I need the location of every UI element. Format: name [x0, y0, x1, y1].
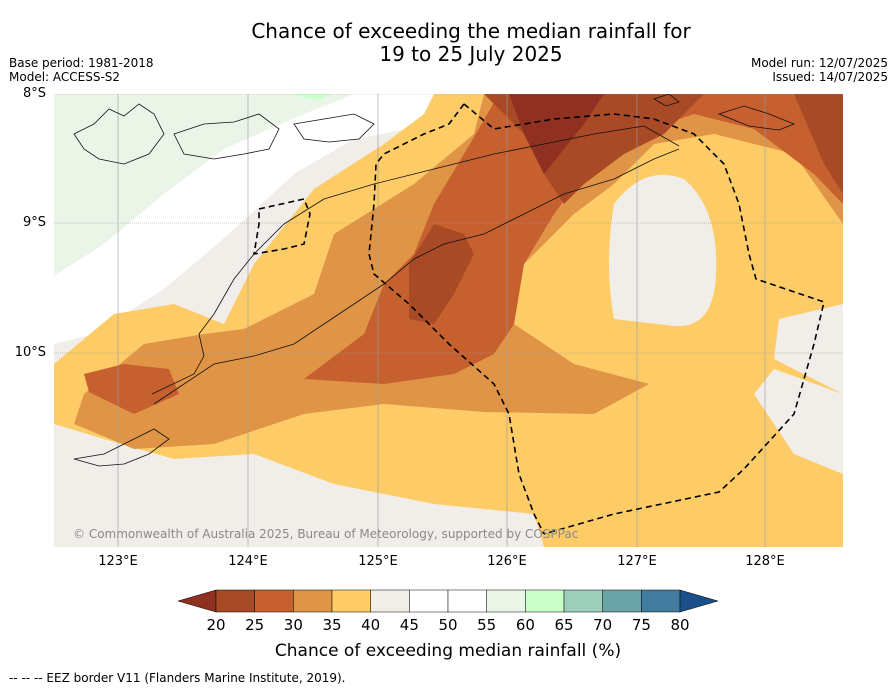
colorbar-tick-label: 70: [593, 616, 613, 634]
model-run: Model run: 12/07/2025: [750, 56, 888, 70]
eez-legend: -- -- -- EEZ border V11 (Flanders Marine…: [9, 671, 346, 685]
lon-label-124e: 124°E: [228, 554, 268, 569]
colorbar-segment: [215, 589, 255, 613]
zone-40-45-east: [609, 174, 717, 327]
issued-date: Issued: 14/07/2025: [772, 70, 888, 84]
coastlines: [73, 94, 796, 467]
zone-20-25-northeast: [794, 94, 843, 194]
colorbar-segment: [370, 589, 410, 613]
lat-label-8s: 8°S: [22, 86, 46, 101]
zone-below-20: [509, 94, 604, 174]
colorbar-segment: [331, 589, 371, 613]
meta-left: Base period: 1981-2018 Model: ACCESS-S2: [9, 56, 154, 84]
lat-label-10s: 10°S: [14, 345, 46, 360]
title-line-2: 19 to 25 July 2025: [379, 42, 563, 66]
colorbar-tick-label: 60: [515, 616, 535, 634]
model-name: Model: ACCESS-S2: [9, 70, 121, 84]
colorbar-under-arrow: [178, 589, 217, 613]
lat-label-9s: 9°S: [22, 215, 46, 230]
zone-25-30-west: [84, 364, 179, 414]
rainfall-map: [54, 94, 843, 547]
eez-border: [253, 103, 825, 535]
colorbar-tick-label: 45: [399, 616, 419, 634]
colorbar-tick-label: 25: [245, 616, 265, 634]
lon-label-125e: 125°E: [358, 554, 398, 569]
gridlines: [54, 94, 843, 547]
colorbar-tick-label: 40: [361, 616, 381, 634]
colorbar-segment: [525, 589, 565, 613]
colorbar-tick-label: 20: [206, 616, 226, 634]
meta-right: Model run: 12/07/2025 Issued: 14/07/2025: [751, 56, 888, 84]
colorbar-over-arrow: [679, 589, 718, 613]
colorbar-segment: [254, 589, 294, 613]
colorbar-tick-label: 75: [631, 616, 651, 634]
colorbar-tick-label: 30: [283, 616, 303, 634]
colorbar-tick-label: 50: [438, 616, 458, 634]
zone-20-25-central: [409, 224, 474, 324]
colorbar-tick-label: 80: [670, 616, 690, 634]
colorbar-segments: [215, 589, 681, 613]
zone-55-60: [54, 94, 354, 276]
colorbar-segment: [563, 589, 603, 613]
copyright-note: © Commonwealth of Australia 2025, Bureau…: [73, 527, 579, 541]
colorbar: [178, 589, 718, 613]
lon-label-128e: 128°E: [745, 554, 785, 569]
zone-40-45-southeast: [774, 304, 843, 394]
colorbar-title: Chance of exceeding median rainfall (%): [274, 641, 622, 661]
colorbar-segment: [409, 589, 449, 613]
colorbar-segment: [447, 589, 487, 613]
base-period: Base period: 1981-2018: [9, 56, 154, 70]
lon-label-127e: 127°E: [617, 554, 657, 569]
zone-60-65: [289, 94, 334, 100]
colorbar-tick-label: 35: [322, 616, 342, 634]
colorbar-segment: [602, 589, 642, 613]
colorbar-segment: [293, 589, 333, 613]
colorbar-segment: [641, 589, 681, 613]
colorbar-tick-label: 65: [554, 616, 574, 634]
colorbar-segment: [486, 589, 526, 613]
chart-title: Chance of exceeding the median rainfall …: [0, 20, 896, 66]
title-line-1: Chance of exceeding the median rainfall …: [251, 19, 691, 43]
lon-label-126e: 126°E: [487, 554, 527, 569]
colorbar-tick-label: 55: [477, 616, 497, 634]
lon-label-123e: 123°E: [98, 554, 138, 569]
